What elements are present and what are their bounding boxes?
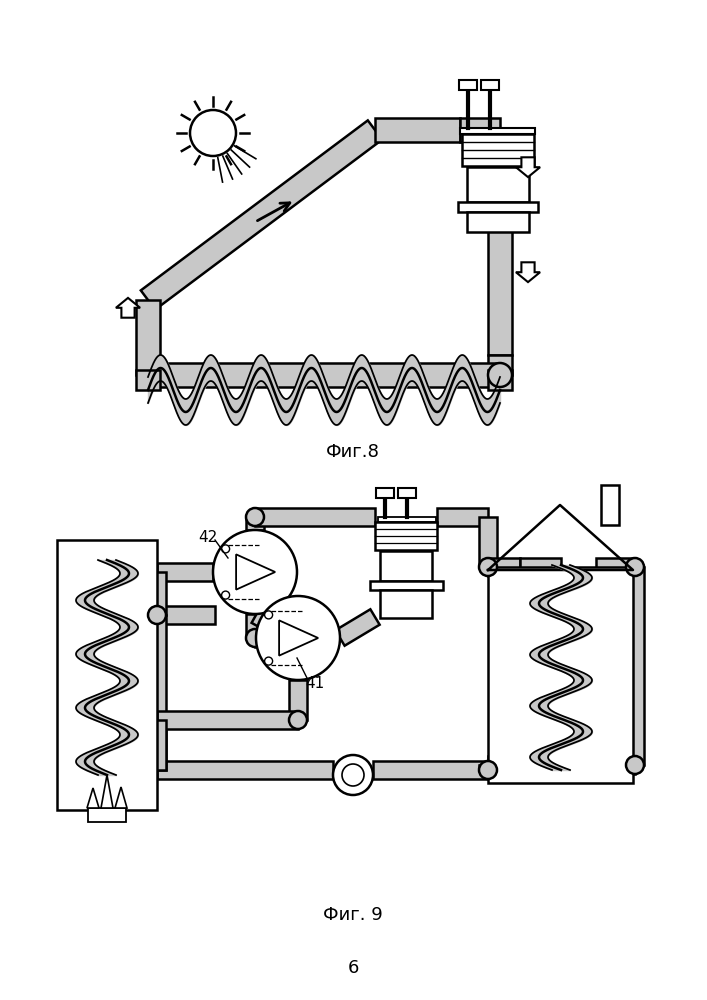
Polygon shape	[520, 756, 561, 774]
Polygon shape	[236, 554, 275, 590]
Polygon shape	[157, 711, 298, 729]
Polygon shape	[596, 558, 635, 576]
Bar	[458, 202, 538, 212]
Circle shape	[333, 755, 373, 795]
Polygon shape	[460, 118, 500, 142]
Polygon shape	[157, 563, 213, 581]
Polygon shape	[488, 355, 512, 375]
Text: Фиг.8: Фиг.8	[326, 443, 380, 461]
Circle shape	[256, 596, 340, 680]
Bar	[398, 488, 416, 498]
Circle shape	[626, 756, 644, 774]
Polygon shape	[116, 298, 140, 318]
Polygon shape	[488, 756, 520, 774]
Bar	[467, 212, 529, 232]
Bar	[376, 488, 394, 498]
Text: 42: 42	[199, 530, 218, 544]
Polygon shape	[115, 787, 127, 808]
Circle shape	[213, 530, 297, 614]
Polygon shape	[373, 761, 488, 779]
Polygon shape	[596, 756, 635, 774]
Bar	[459, 80, 477, 90]
Polygon shape	[488, 558, 520, 576]
Polygon shape	[479, 517, 497, 567]
Bar	[380, 551, 432, 581]
Circle shape	[342, 764, 364, 786]
Polygon shape	[335, 609, 380, 646]
Bar	[488, 567, 633, 783]
Polygon shape	[516, 262, 540, 282]
Bar	[88, 808, 126, 822]
Bar	[57, 540, 157, 810]
Circle shape	[479, 761, 497, 779]
Circle shape	[221, 591, 230, 599]
Text: 41: 41	[305, 676, 325, 690]
Bar	[467, 167, 529, 202]
Polygon shape	[279, 620, 318, 656]
Polygon shape	[148, 363, 500, 387]
Circle shape	[221, 545, 230, 553]
Polygon shape	[148, 572, 166, 615]
Circle shape	[626, 558, 644, 576]
Circle shape	[264, 657, 273, 665]
Circle shape	[246, 629, 264, 647]
Bar	[370, 581, 443, 590]
Circle shape	[289, 711, 307, 729]
Polygon shape	[479, 765, 497, 770]
Polygon shape	[136, 300, 160, 375]
Polygon shape	[289, 680, 307, 720]
Bar	[462, 134, 534, 166]
Polygon shape	[252, 607, 301, 646]
Polygon shape	[516, 157, 540, 177]
Circle shape	[479, 558, 497, 576]
Circle shape	[264, 611, 273, 619]
Polygon shape	[87, 788, 99, 808]
Polygon shape	[148, 615, 166, 770]
Polygon shape	[488, 370, 512, 390]
Polygon shape	[520, 558, 561, 576]
Polygon shape	[437, 508, 488, 526]
Polygon shape	[375, 118, 460, 142]
Circle shape	[148, 606, 166, 624]
Polygon shape	[246, 614, 264, 638]
Polygon shape	[157, 761, 333, 779]
Polygon shape	[626, 567, 644, 765]
Bar	[378, 517, 436, 522]
Polygon shape	[136, 370, 160, 390]
Circle shape	[246, 508, 264, 526]
Bar	[481, 80, 499, 90]
Text: 6: 6	[347, 959, 358, 977]
Polygon shape	[157, 606, 215, 624]
Polygon shape	[255, 508, 375, 526]
Text: Фиг. 9: Фиг. 9	[323, 906, 383, 924]
Circle shape	[190, 110, 236, 156]
Polygon shape	[141, 120, 382, 310]
Bar	[601, 485, 619, 525]
Polygon shape	[148, 720, 166, 770]
Circle shape	[488, 363, 512, 387]
Polygon shape	[246, 517, 264, 530]
Polygon shape	[101, 775, 113, 808]
Bar	[375, 522, 437, 550]
Polygon shape	[255, 629, 298, 647]
Bar	[460, 128, 535, 134]
Polygon shape	[488, 230, 512, 355]
Bar	[380, 590, 432, 618]
